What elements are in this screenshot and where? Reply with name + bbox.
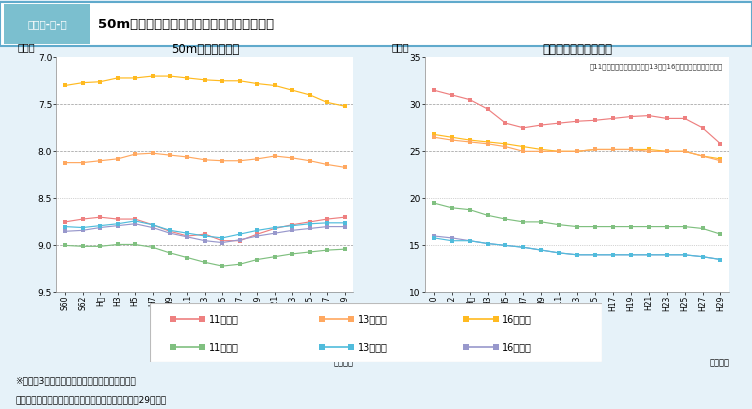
Text: 13歳女子: 13歳女子 (358, 342, 388, 352)
Y-axis label: （点）: （点） (18, 43, 35, 53)
Text: （出典）スポーツ庁「体力・運動能力調査」（平成29年度）: （出典）スポーツ庁「体力・運動能力調査」（平成29年度） (15, 396, 166, 405)
Text: 11歳男子: 11歳男子 (209, 314, 239, 324)
Text: （年度）: （年度） (709, 358, 729, 367)
Text: 16歳男子: 16歳男子 (502, 314, 532, 324)
Text: （11歳はソフトボール投げ，13歳・16歳はハンドボール投げ）: （11歳はソフトボール投げ，13歳・16歳はハンドボール投げ） (590, 63, 723, 70)
Title: ボール投げの年次推移: ボール投げの年次推移 (542, 43, 612, 56)
Text: 16歳女子: 16歳女子 (502, 342, 532, 352)
Text: （年度）: （年度） (333, 358, 353, 367)
Text: 13歳男子: 13歳男子 (358, 314, 388, 324)
Bar (4, 4, 90, 45)
Text: ※図は，3点移動平均法を用いて平滑化してある: ※図は，3点移動平均法を用いて平滑化してある (15, 377, 136, 386)
Title: 50m走の年次推移: 50m走の年次推移 (171, 43, 239, 56)
Text: 11歳女子: 11歳女子 (209, 342, 239, 352)
Y-axis label: （点）: （点） (392, 43, 409, 53)
Text: 50m走・ボール投げの年齢別・性別年次推移: 50m走・ボール投げの年齢別・性別年次推移 (98, 18, 274, 31)
Text: 図表２-８-７: 図表２-８-７ (27, 19, 67, 29)
